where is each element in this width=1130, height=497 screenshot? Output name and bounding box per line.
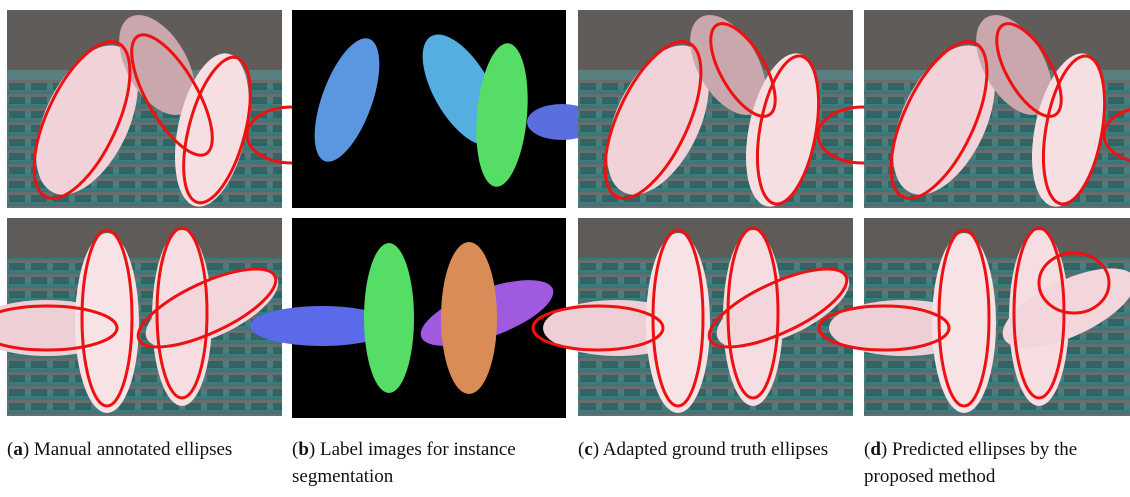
image-d-bottom xyxy=(819,218,1130,416)
caption-text: Manual annotated ellipses xyxy=(34,439,232,460)
caption: d Predicted ellipses by the proposed met… xyxy=(864,436,1126,490)
figure-page: a Manual annotated ellipses b Label imag… xyxy=(0,0,1130,497)
caption-text: Adapted ground truth ellipses xyxy=(603,439,828,460)
image-c-bottom xyxy=(533,218,860,416)
caption-label: a xyxy=(7,439,29,460)
caption-label: b xyxy=(292,439,315,460)
image-b-top xyxy=(292,10,597,208)
image-c-top xyxy=(578,2,908,213)
caption: a Manual annotated ellipses xyxy=(7,436,269,463)
caption-text: Label images for instance segmentation xyxy=(292,439,516,487)
caption-label: c xyxy=(578,439,599,460)
image-b-bottom xyxy=(250,218,566,418)
image-d-top xyxy=(864,2,1130,213)
caption-label: d xyxy=(864,439,887,460)
caption: b Label images for instance segmentation xyxy=(292,436,554,490)
caption: c Adapted ground truth ellipses xyxy=(578,436,853,463)
figure-images xyxy=(0,0,1130,430)
image-a-top xyxy=(7,2,337,213)
image-a-bottom xyxy=(0,218,289,416)
caption-text: Predicted ellipses by the proposed metho… xyxy=(864,439,1077,487)
